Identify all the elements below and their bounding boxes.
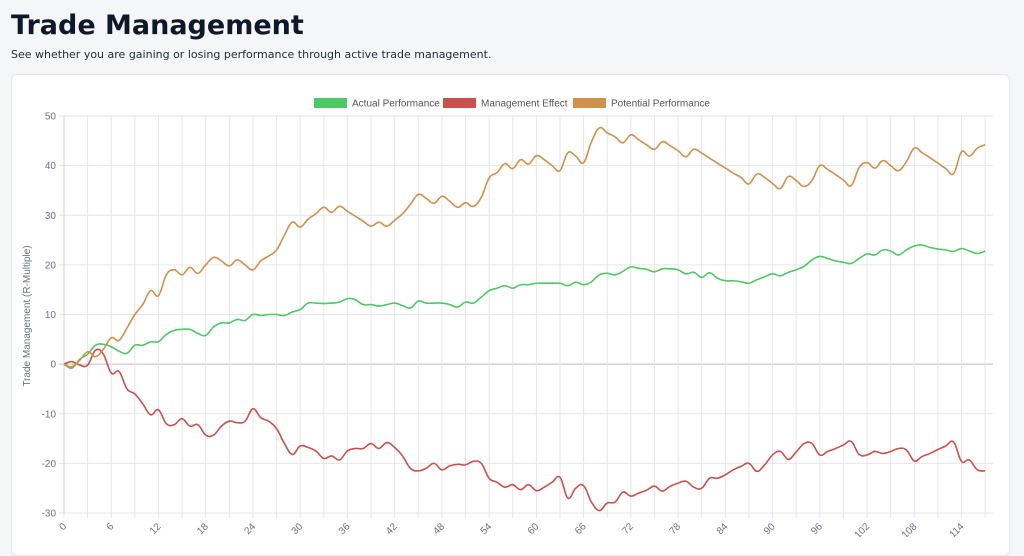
legend-label-management-effect: Management Effect (481, 99, 568, 110)
x-tick-label: 42 (384, 521, 400, 537)
y-axis-ticks: -30 -20 -10 0 10 20 30 40 50 (42, 112, 57, 520)
y-tick-label: -30 (42, 509, 57, 520)
y-tick-label: 0 (50, 360, 56, 371)
y-tick-label: 50 (45, 112, 57, 123)
legend-label-actual-performance: Actual Performance (352, 99, 440, 110)
legend-label-potential-performance: Potential Performance (611, 99, 710, 110)
x-tick-label: 48 (431, 521, 447, 537)
y-tick-label: 20 (45, 260, 57, 271)
y-tick-label: -10 (42, 409, 57, 420)
x-tick-label: 24 (242, 521, 258, 537)
x-tick-label: 54 (479, 521, 495, 537)
x-tick-label: 90 (762, 521, 778, 537)
x-tick-label: 66 (573, 521, 589, 537)
chart-legend: Actual Performance Management Effect Poten… (314, 98, 710, 110)
page-title: Trade Management (11, 10, 304, 41)
series-line-management-effect (63, 348, 986, 512)
page-subtitle: See whether you are gaining or losing pe… (11, 48, 492, 61)
trade-management-chart: -30 -20 -10 0 10 20 30 40 50 0 6 12 18 24 30 36 42 48 54 6… (22, 98, 993, 537)
x-tick-label: 108 (900, 521, 920, 537)
x-tick-label: 114 (948, 521, 967, 537)
y-tick-label: 30 (45, 211, 57, 222)
x-tick-label: 96 (809, 521, 825, 537)
legend-swatch-potential-performance (573, 98, 606, 108)
x-tick-label: 36 (337, 521, 353, 537)
x-axis-ticks: 0 6 12 18 24 30 36 42 48 54 60 66 72 78 84 90 96 102 108 11… (57, 521, 967, 537)
x-tick-label: 102 (853, 521, 873, 537)
legend-swatch-actual-performance (314, 98, 347, 108)
y-tick-label: -20 (42, 459, 57, 470)
x-tick-label: 60 (526, 521, 542, 537)
y-tick-label: 10 (45, 310, 57, 321)
chart-grid (59, 115, 993, 518)
x-tick-label: 84 (715, 521, 731, 537)
x-tick-label: 6 (105, 521, 117, 533)
legend-swatch-management-effect (443, 98, 476, 108)
series-line-potential-performance (63, 126, 986, 368)
x-tick-label: 0 (57, 521, 69, 533)
x-tick-label: 78 (668, 521, 684, 537)
x-tick-label: 18 (195, 521, 211, 537)
y-tick-label: 40 (45, 161, 57, 172)
series-line-actual-performance (63, 244, 986, 370)
x-tick-label: 12 (148, 521, 164, 537)
y-axis-title: Trade Management (R-Multiple) (22, 245, 33, 386)
x-tick-label: 72 (620, 521, 636, 537)
x-tick-label: 30 (290, 521, 306, 537)
chart-series (63, 126, 986, 512)
